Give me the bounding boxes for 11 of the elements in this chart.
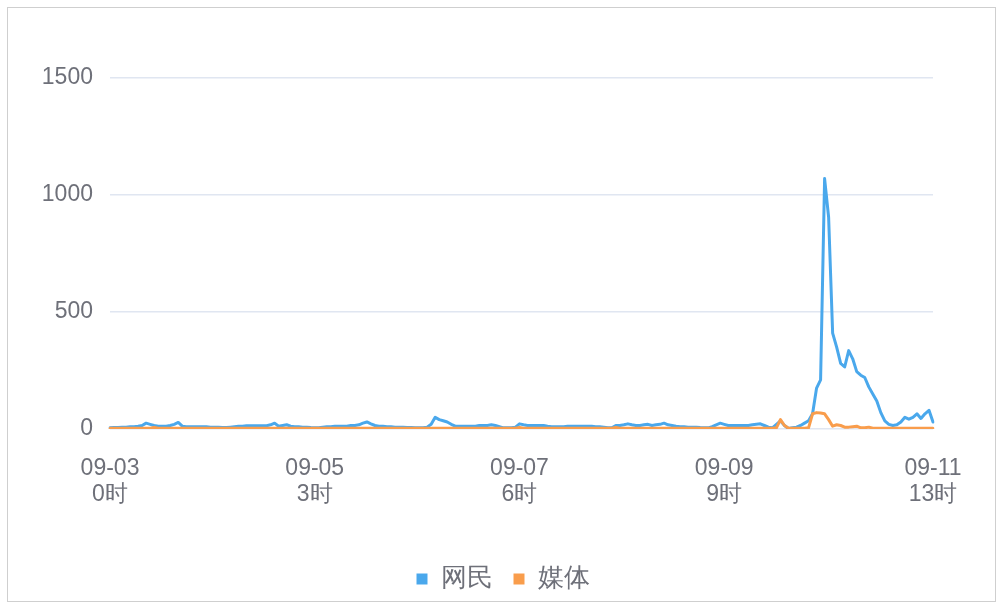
x-tick-label: 09-05 3时	[285, 453, 345, 507]
y-tick-label: 0	[80, 414, 93, 441]
y-tick-label: 500	[54, 297, 93, 324]
y-tick-label: 1000	[41, 180, 93, 207]
legend-label: 媒体	[537, 562, 590, 593]
x-tick-label: 09-11 13时	[904, 453, 962, 507]
x-tick-label: 09-09 9时	[694, 453, 754, 507]
y-tick-label: 1500	[41, 63, 93, 90]
x-tick-label: 09-07 6时	[490, 453, 549, 507]
legend-label: 网民	[440, 562, 493, 593]
x-tick-label: 09-03 0时	[80, 453, 140, 507]
